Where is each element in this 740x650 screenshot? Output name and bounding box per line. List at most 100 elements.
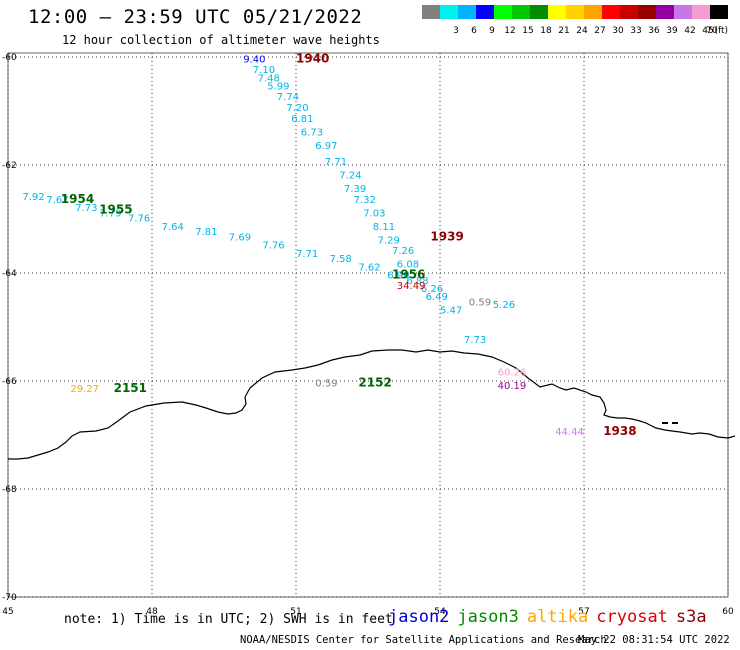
page-subtitle: 12 hour collection of altimeter wave hei… — [62, 33, 380, 47]
swh-value: 7.48 — [258, 73, 280, 84]
swh-value: 7.32 — [354, 195, 376, 206]
lat-tick-label: -68 — [2, 485, 17, 495]
scale-label: 33 — [630, 26, 641, 35]
scale-unit: (ft) — [714, 26, 728, 35]
swh-value: 8.11 — [373, 222, 395, 233]
swh-value: 7.71 — [325, 157, 347, 168]
scale-label: 42 — [684, 26, 695, 35]
pass-time-label: 1955 — [99, 203, 132, 217]
swh-value: 6.81 — [291, 114, 313, 125]
scale-label: 70 — [706, 26, 718, 35]
satellite-legend: jason2 jason3 altika cryosat s3a — [388, 607, 715, 627]
scale-swatch — [620, 5, 638, 19]
swh-value: 7.76 — [128, 214, 150, 225]
pass-time-label: 1938 — [603, 424, 636, 438]
antarctic-coastline-west — [8, 396, 247, 460]
page-title: 12:00 – 23:59 UTC 05/21/2022 — [28, 6, 363, 28]
legend-jason2: jason2 — [388, 607, 450, 627]
swh-value: 7.92 — [22, 192, 44, 203]
pass-time-label: 1956 — [392, 267, 425, 281]
scale-swatch — [494, 5, 512, 19]
scale-swatch — [440, 5, 458, 19]
scale-swatch — [422, 5, 440, 19]
antarctic-coastline — [244, 349, 736, 439]
legend-jason3: jason3 — [457, 607, 519, 627]
scale-label: 9 — [489, 26, 495, 35]
swh-value: 7.29 — [378, 235, 400, 246]
scale-label: 36 — [648, 26, 660, 35]
scale-swatch — [602, 5, 620, 19]
swh-value: 7.39 — [344, 184, 366, 195]
swh-value: 0.59 — [315, 378, 337, 389]
swh-value: 6.26 — [421, 284, 443, 295]
lon-tick-label: 57 — [578, 607, 589, 617]
swh-value: 7.73 — [75, 203, 97, 214]
scale-label: 6 — [471, 26, 477, 35]
lat-lon-grid — [7, 52, 729, 598]
lon-tick-label: 54 — [434, 607, 446, 617]
scale-label: 12 — [504, 26, 515, 35]
pass-times: 1940 1939 1954 1955 1956 2151 2152 1938 — [61, 51, 637, 438]
swh-value: 7.10 — [253, 65, 275, 76]
swh-value: 5.99 — [267, 81, 289, 92]
swh-value: 7.24 — [339, 171, 361, 182]
swh-value: 6.88 — [406, 276, 428, 287]
scale-swatch — [530, 5, 548, 19]
swh-value: 40.19 — [498, 381, 527, 392]
swh-value: 5.26 — [493, 300, 515, 311]
footer-timestamp: May 22 08:31:54 UTC 2022 — [578, 634, 730, 646]
swh-value: 7.69 — [229, 233, 251, 244]
swh-value: 6.97 — [315, 141, 337, 152]
scale-label: 18 — [540, 26, 552, 35]
scale-label: 24 — [576, 26, 588, 35]
pass-time-label: 2152 — [358, 375, 391, 389]
scale-swatch — [674, 5, 692, 19]
swh-value: 29.27 — [70, 384, 99, 395]
map-frame — [7, 52, 729, 598]
legend-altika: altika — [526, 607, 589, 627]
lat-tick-label: -64 — [2, 269, 17, 279]
scale-swatch — [656, 5, 674, 19]
swh-value: 0.59 — [469, 297, 491, 308]
pass-time-label: 1939 — [430, 230, 463, 244]
legend-s3a: s3a — [675, 607, 707, 627]
swh-points: 9.407.107.485.997.747.206.81 6.73 6.97 7.71… — [22, 54, 583, 438]
scale-swatch — [512, 5, 530, 19]
swh-value: 7.81 — [195, 227, 217, 238]
scale-label: 15 — [522, 26, 533, 35]
swh-value: 7.58 — [330, 254, 352, 265]
scale-label: 39 — [666, 26, 678, 35]
swh-value: 7.67 — [46, 195, 68, 206]
swh-value: 6.90 — [387, 270, 409, 281]
scale-label: 45 — [702, 26, 713, 35]
swh-value: 7.64 — [162, 222, 184, 233]
pass-time-label: 1954 — [61, 192, 94, 206]
swh-value: 5.47 — [440, 306, 462, 317]
pass-time-label: 1940 — [296, 51, 329, 65]
lon-tick-label: 51 — [290, 607, 301, 617]
swh-value: 44.44 — [555, 427, 584, 438]
scale-swatch — [548, 5, 566, 19]
scale-swatch — [710, 5, 728, 19]
scale-swatch — [638, 5, 656, 19]
legend-cryosat: cryosat — [596, 607, 668, 627]
scale-label: 3 — [453, 26, 459, 35]
swh-value: 7.26 — [392, 246, 414, 257]
swh-value: 6.49 — [426, 292, 448, 303]
swh-value: 7.71 — [296, 249, 318, 260]
swh-value: 6.08 — [397, 260, 419, 271]
swh-value: 7.76 — [262, 241, 284, 252]
swh-value: 7.20 — [286, 103, 308, 114]
footer-credit: NOAA/NESDIS Center for Satellite Applica… — [240, 634, 607, 646]
scale-swatch — [458, 5, 476, 19]
swh-value: 7.73 — [464, 335, 486, 346]
axis-ticks: 45 48 51 54 57 60 -60 -62 -64 -66 -68 -70 — [2, 53, 734, 617]
scale-label: 27 — [594, 26, 605, 35]
swh-value: 7.79 — [99, 208, 121, 219]
lat-tick-label: -70 — [2, 593, 17, 603]
swh-value: 60.26 — [498, 368, 527, 379]
swh-value: 7.62 — [358, 262, 380, 273]
swh-value: 34.49 — [397, 281, 426, 292]
swh-value: 6.73 — [301, 127, 323, 138]
